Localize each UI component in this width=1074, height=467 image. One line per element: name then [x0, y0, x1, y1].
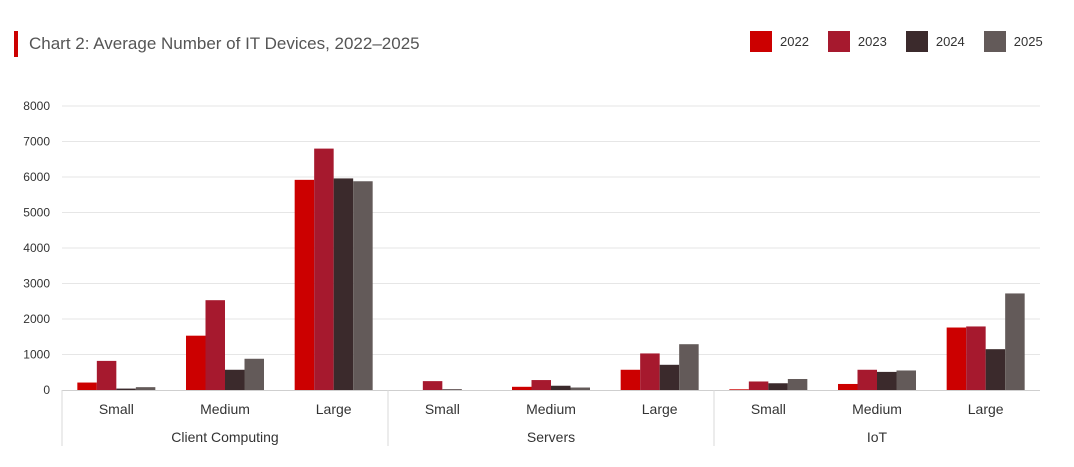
bar-2024-servers-medium — [551, 385, 571, 390]
category-label: Medium — [526, 401, 576, 417]
y-tick-label-2000: 2000 — [23, 312, 50, 326]
bar-2023-iot-medium — [857, 369, 877, 390]
legend-label-2025: 2025 — [1013, 34, 1043, 49]
title-accent-bar — [14, 31, 18, 57]
legend-item-2025: 2025 — [983, 31, 1043, 52]
category-label: Medium — [852, 401, 902, 417]
bar-2022-servers-medium — [512, 386, 532, 390]
legend-item-2023: 2023 — [827, 31, 887, 52]
bar-2024-servers-small — [442, 389, 462, 390]
bar-2022-servers-large — [620, 369, 641, 390]
bar-2025-servers-medium — [570, 387, 590, 390]
group-label: IoT — [867, 429, 888, 445]
bar-2024-client-computing-large — [333, 178, 354, 390]
chart-title: Chart 2: Average Number of IT Devices, 2… — [29, 34, 420, 53]
category-label: Small — [751, 401, 786, 417]
y-tick-label-3000: 3000 — [23, 277, 50, 291]
bar-2024-servers-large — [659, 364, 680, 390]
bar-2024-client-computing-medium — [225, 369, 245, 390]
bar-2023-servers-large — [640, 353, 660, 390]
y-tick-label-7000: 7000 — [23, 135, 50, 149]
y-tick-label-4000: 4000 — [23, 241, 50, 255]
bar-2022-client-computing-medium — [186, 335, 206, 390]
group-label: Servers — [527, 429, 575, 445]
legend-swatch-2023 — [827, 31, 850, 52]
bar-2022-client-computing-large — [294, 179, 315, 390]
bar-2025-client-computing-medium — [244, 358, 264, 390]
bar-2025-iot-small — [787, 378, 808, 390]
bar-2025-iot-large — [1005, 293, 1025, 390]
y-tick-label-5000: 5000 — [23, 206, 50, 220]
bar-2025-iot-medium — [896, 370, 916, 390]
bar-2023-client-computing-medium — [205, 300, 225, 390]
bar-2024-client-computing-small — [116, 388, 136, 390]
legend-swatch-2024 — [905, 31, 928, 52]
bar-2022-iot-large — [946, 327, 967, 390]
bar-2022-client-computing-small — [77, 382, 97, 390]
bar-2025-servers-large — [679, 344, 699, 390]
bar-2025-client-computing-large — [353, 181, 373, 390]
legend-label-2023: 2023 — [857, 34, 887, 49]
bar-2023-servers-small — [422, 381, 443, 390]
legend-label-2024: 2024 — [935, 34, 965, 49]
group-label: Client Computing — [171, 429, 278, 445]
bar-2023-servers-medium — [531, 380, 551, 390]
category-label: Small — [425, 401, 460, 417]
category-label: Medium — [200, 401, 250, 417]
bar-2022-iot-small — [729, 389, 749, 390]
bar-2022-iot-medium — [838, 383, 858, 390]
y-tick-label-8000: 8000 — [23, 99, 50, 113]
legend-label-2022: 2022 — [780, 34, 809, 49]
legend-item-2022: 2022 — [750, 31, 809, 52]
legend-swatch-2025 — [983, 31, 1006, 52]
y-tick-label-1000: 1000 — [23, 348, 50, 362]
bar-2024-iot-large — [985, 349, 1006, 390]
bar-2023-client-computing-small — [96, 360, 117, 390]
bar-2023-client-computing-large — [314, 148, 334, 390]
bar-2023-iot-small — [748, 381, 769, 390]
category-label: Large — [316, 401, 352, 417]
legend-swatch-2022 — [750, 31, 772, 52]
y-tick-label-0: 0 — [43, 383, 50, 397]
y-tick-label-6000: 6000 — [23, 170, 50, 184]
bar-2023-iot-large — [966, 326, 986, 390]
chart-legend: 2022 2023 2024 2025 — [750, 31, 1043, 52]
bar-2024-iot-medium — [877, 371, 897, 390]
category-label: Large — [642, 401, 678, 417]
category-label: Small — [99, 401, 134, 417]
bar-2025-client-computing-small — [135, 387, 156, 390]
bar-2024-iot-small — [768, 383, 788, 390]
legend-item-2024: 2024 — [905, 31, 965, 52]
category-label: Large — [968, 401, 1004, 417]
